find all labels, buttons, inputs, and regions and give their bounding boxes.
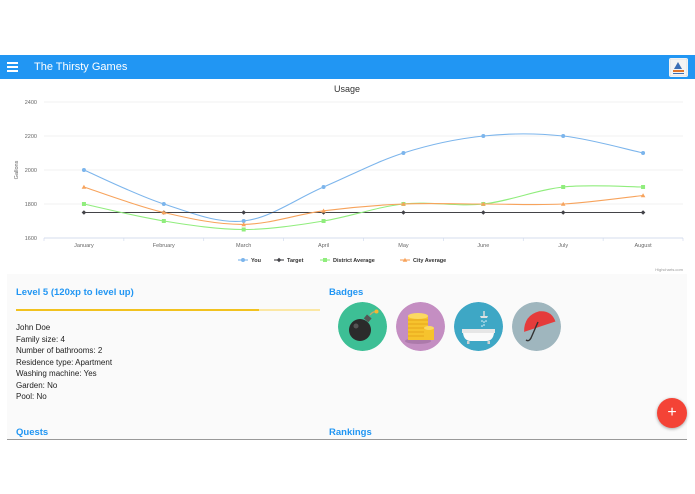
- profile-family-size: Family size: 4: [16, 334, 65, 344]
- legend-label: District Average: [333, 258, 375, 264]
- x-tick-label: May: [398, 243, 409, 249]
- bomb-icon[interactable]: [338, 302, 387, 351]
- profile-bathrooms: Number of bathrooms: 2: [16, 346, 103, 355]
- app-title: The Thirsty Games: [34, 61, 128, 73]
- data-point-you[interactable]: [161, 202, 166, 206]
- y-tick-label: 2000: [25, 168, 37, 174]
- data-point-target[interactable]: [401, 210, 406, 215]
- divider: [7, 439, 687, 440]
- data-point-city-average[interactable]: [560, 201, 566, 206]
- menu-icon[interactable]: [7, 62, 18, 72]
- x-tick-label: April: [318, 243, 329, 249]
- xp-progress-fill: [16, 309, 260, 311]
- app-bar: The Thirsty Games: [0, 55, 695, 79]
- profile-residence: Residence type: Apartment: [16, 357, 113, 367]
- usage-chart-card: Usage Gallons 1600 1800 2000 2200 2400 Januar…: [7, 81, 687, 274]
- legend-label: Target: [287, 258, 304, 264]
- x-tick-label: March: [236, 243, 251, 249]
- data-point-city-average[interactable]: [81, 184, 87, 189]
- dashboard-panel: Level 5 (120xp to level up) John Doe Fam…: [7, 274, 687, 440]
- series-line-you: [83, 133, 644, 222]
- profile-garden: Garden: No: [16, 380, 58, 390]
- legend-symbol[interactable]: [323, 258, 327, 262]
- data-point-you[interactable]: [241, 219, 246, 223]
- data-point-district-average[interactable]: [641, 185, 646, 189]
- data-point-target[interactable]: [560, 210, 566, 215]
- data-point-district-average[interactable]: [561, 185, 566, 189]
- profile-washing-machine: Washing machine: Yes: [16, 369, 97, 378]
- data-point-district-average[interactable]: [241, 227, 246, 232]
- data-point-you[interactable]: [561, 134, 566, 138]
- legend-symbol[interactable]: [241, 258, 245, 262]
- data-point-district-average[interactable]: [161, 219, 166, 223]
- y-tick-label: 2200: [25, 134, 37, 140]
- chart-credits[interactable]: Highcharts.com: [655, 267, 683, 272]
- data-point-you[interactable]: [481, 134, 486, 138]
- series-line-city-average: [83, 186, 644, 225]
- x-tick-label: June: [477, 243, 489, 249]
- data-point-target[interactable]: [481, 210, 486, 215]
- usage-chart: Usage Gallons 1600 1800 2000 2200 2400 Januar…: [14, 84, 684, 264]
- xp-progress-bar: [16, 309, 320, 311]
- data-point-city-average[interactable]: [321, 208, 326, 213]
- chart-title: Usage: [334, 84, 360, 94]
- data-point-city-average[interactable]: [481, 201, 486, 206]
- legend-symbol[interactable]: [402, 257, 408, 262]
- data-point-city-average[interactable]: [161, 210, 167, 215]
- umbrella-icon[interactable]: [512, 302, 561, 351]
- profile-pool: Pool: No: [16, 392, 47, 401]
- legend-label: You: [251, 258, 261, 264]
- legend-label: City Average: [413, 258, 446, 264]
- data-point-you[interactable]: [81, 168, 86, 172]
- quests-title: Quests: [16, 427, 49, 438]
- data-point-district-average[interactable]: [81, 202, 86, 206]
- data-point-you[interactable]: [401, 151, 406, 155]
- data-point-city-average[interactable]: [241, 222, 246, 227]
- x-tick-label: August: [635, 243, 653, 249]
- add-button[interactable]: +: [657, 398, 687, 428]
- data-point-target[interactable]: [241, 210, 246, 215]
- badges-title: Badges: [329, 287, 364, 298]
- y-tick-label: 1600: [25, 236, 37, 242]
- chart-y-axis-label: Gallons: [14, 160, 20, 179]
- profile-details: John Doe Family size: 4 Number of bathro…: [16, 322, 112, 403]
- x-tick-label: July: [558, 243, 568, 249]
- profile-name: John Doe: [16, 323, 51, 332]
- legend-item-you[interactable]: You: [238, 258, 261, 264]
- data-point-target[interactable]: [640, 210, 646, 215]
- data-point-city-average[interactable]: [640, 193, 646, 198]
- data-point-district-average[interactable]: [321, 219, 326, 223]
- x-tick-label: February: [153, 243, 175, 249]
- data-point-city-average[interactable]: [401, 201, 406, 206]
- coins-icon[interactable]: [396, 302, 445, 351]
- legend-item-target[interactable]: Target: [274, 257, 304, 264]
- logo-icon[interactable]: [669, 58, 688, 77]
- legend-item-district-average[interactable]: District Average: [320, 258, 375, 264]
- bathtub-icon[interactable]: [454, 302, 503, 351]
- legend-item-city-average[interactable]: City Average: [400, 257, 446, 264]
- data-point-you[interactable]: [641, 151, 646, 155]
- legend-symbol[interactable]: [276, 257, 282, 263]
- y-tick-label: 1800: [25, 202, 37, 208]
- series-line-district-average: [83, 185, 644, 231]
- level-title: Level 5 (120xp to level up): [16, 287, 134, 298]
- rankings-title: Rankings: [329, 427, 372, 438]
- data-point-you[interactable]: [321, 185, 326, 189]
- y-tick-label: 2400: [25, 100, 37, 106]
- data-point-target[interactable]: [81, 210, 87, 215]
- x-tick-label: January: [74, 243, 94, 249]
